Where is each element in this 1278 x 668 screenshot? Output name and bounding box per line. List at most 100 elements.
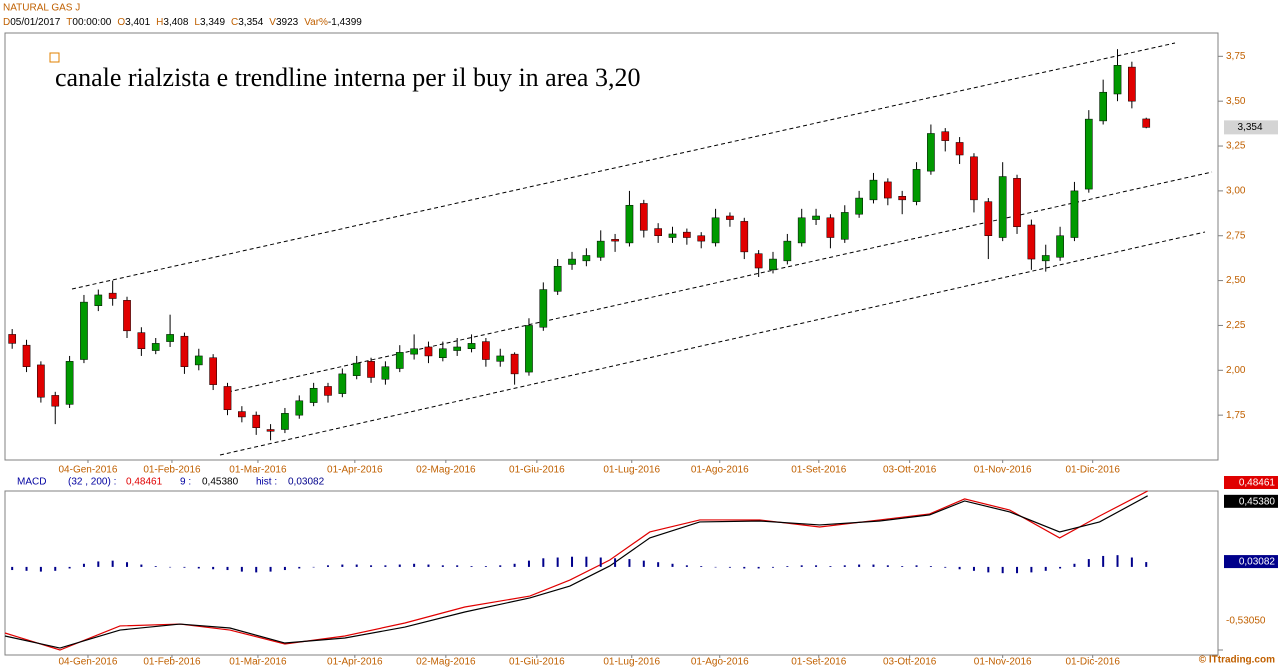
header-fields: D05/01/2017 T00:00:00 O3,401 H3,408 L3,349 C3… [3, 17, 362, 28]
macd-frame [4, 490, 1219, 656]
candle-body [639, 203, 648, 231]
hist-bar [341, 564, 344, 567]
x-tick-label: 02-Mag-2016 [416, 465, 476, 476]
field-key: H [156, 17, 163, 28]
candle-body [510, 353, 519, 375]
hist-bar [413, 563, 416, 567]
hist-bar [298, 566, 301, 569]
candle-body [970, 156, 978, 201]
candle-body [309, 387, 318, 403]
y-tick-label: 3,25 [1226, 141, 1246, 152]
candle-body [252, 414, 261, 428]
hist-bar [355, 564, 358, 567]
legend-value: 0,03082 [288, 477, 325, 488]
hist-bar [54, 566, 57, 571]
hist-bar [614, 558, 617, 567]
hist-bar [197, 566, 200, 569]
hist-bar [657, 562, 660, 567]
candle-body [65, 361, 74, 405]
hist-bar [556, 557, 559, 567]
hist-bar [11, 566, 14, 571]
x-tick-label: 01-Apr-2016 [327, 465, 383, 476]
candle-body [898, 196, 907, 201]
x-tick-label: 03-Ott-2016 [883, 657, 937, 668]
candle-body [1142, 118, 1151, 128]
candle-body [22, 344, 31, 367]
field-key: Var% [304, 17, 328, 28]
candle-body [424, 346, 433, 357]
hist-bar [886, 565, 889, 567]
field-value: 3,408 [163, 17, 188, 28]
candle-body [108, 292, 117, 299]
hist-bar [499, 565, 502, 567]
field-value: 3,401 [125, 17, 150, 28]
inner-trendline [227, 171, 1213, 393]
hist-bar [858, 564, 861, 567]
value-box-label: 0,48461 [1239, 478, 1276, 489]
candle-body [295, 400, 304, 416]
macd-line [4, 490, 1148, 651]
hist-bar [728, 566, 731, 568]
x-tick-label: 01-Lug-2016 [603, 657, 660, 668]
x-tick-label: 01-Nov-2016 [974, 465, 1032, 476]
hist-bar [671, 563, 674, 567]
candle-body [438, 348, 447, 358]
candle-body [453, 346, 462, 351]
hist-bar [1001, 566, 1004, 574]
x-tick-label: 01-Mar-2016 [229, 465, 287, 476]
hist-bar [958, 566, 961, 570]
hist-bar [398, 564, 401, 567]
candle-body [1070, 190, 1079, 238]
candle-body [927, 133, 935, 172]
hist-bar [97, 561, 100, 567]
annotation: canale rialzista e trendline interna per… [55, 63, 640, 92]
hist-bar [1030, 566, 1033, 573]
candle-body [596, 240, 605, 258]
x-tick-label: 01-Dic-2016 [1065, 465, 1120, 476]
candle-body [812, 215, 820, 220]
candle-body [754, 253, 763, 269]
hist-bar [843, 565, 846, 567]
hist-bar [126, 562, 129, 567]
candle-body [123, 300, 131, 332]
candle-body [855, 197, 863, 215]
x-tick-label: 01-Apr-2016 [327, 657, 383, 668]
hist-bar [154, 566, 157, 567]
hist-bar [700, 566, 703, 567]
candle-body [668, 233, 677, 238]
y-tick-label: -0,53050 [1226, 616, 1266, 627]
hist-bar [987, 566, 990, 573]
candle-body [137, 332, 146, 350]
hist-bar [771, 566, 774, 568]
price-tag-bg [1224, 120, 1278, 135]
symbol: NATURAL GAS J [3, 3, 80, 14]
field-value: 3,354 [238, 17, 263, 28]
field-key: O [117, 17, 125, 28]
hist-bar [872, 564, 875, 567]
value-box-label: 0,45380 [1239, 496, 1276, 507]
y-tick-label: 3,00 [1226, 186, 1246, 197]
hist-bar [111, 560, 114, 567]
value-box [1224, 494, 1278, 508]
hist-bar [1059, 566, 1062, 569]
hist-bar [39, 566, 42, 572]
hist-bar [786, 566, 789, 567]
price-tag: 3,354 [1237, 122, 1262, 133]
hist-bar [944, 566, 947, 568]
hist-bar [25, 566, 28, 571]
candle-body [711, 217, 720, 244]
x-tick-label: 01-Ago-2016 [691, 657, 749, 668]
field-value: 3923 [276, 17, 299, 28]
candle-body [80, 301, 88, 360]
hist-bar [1073, 563, 1076, 567]
candle-body [912, 169, 921, 202]
hist-bar [585, 556, 588, 567]
x-tick-label: 01-Ago-2016 [691, 465, 749, 476]
candle-body [998, 176, 1007, 238]
field-key: D [3, 17, 10, 28]
candle-body [51, 395, 60, 407]
candle-body [797, 217, 806, 244]
hist-bar [240, 566, 243, 572]
candle-body [941, 131, 950, 141]
